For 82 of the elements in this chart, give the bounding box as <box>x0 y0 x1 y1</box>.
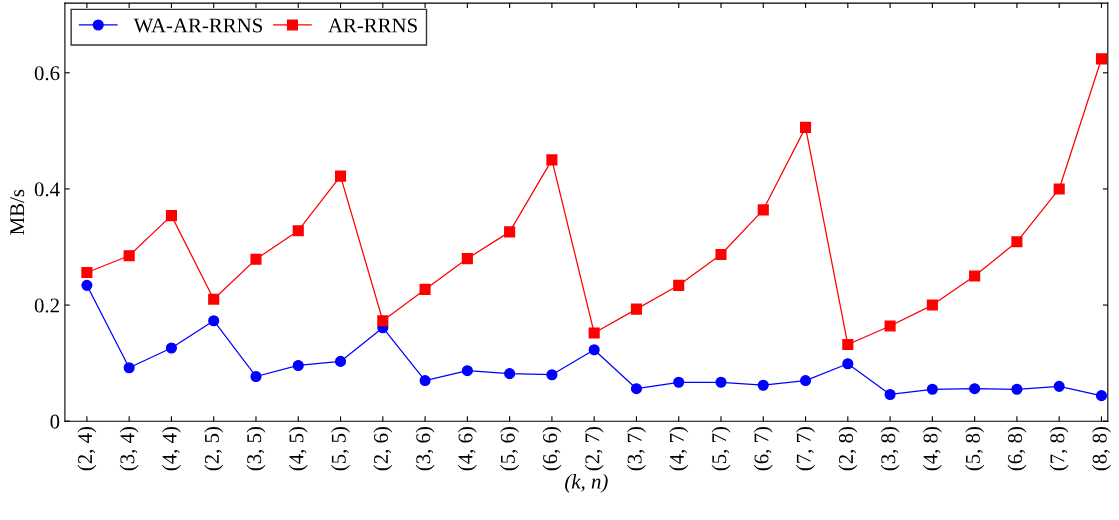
legend-label: WA-AR-RRNS <box>133 18 262 33</box>
point <box>81 266 93 279</box>
point <box>588 344 600 356</box>
point <box>757 204 769 216</box>
point <box>799 121 812 133</box>
point <box>630 383 643 395</box>
x-tick-label: (8, 8) <box>1092 426 1111 471</box>
y-tick-label: 0.2 <box>34 298 59 313</box>
point <box>334 355 347 367</box>
x-tick-label: (4, 6) <box>457 426 477 471</box>
point <box>165 210 177 222</box>
point <box>334 170 347 182</box>
point <box>250 253 262 265</box>
point <box>1011 236 1023 248</box>
x-tick-label: (7, 8) <box>1049 426 1069 471</box>
point <box>165 342 177 354</box>
point <box>504 368 516 380</box>
point <box>419 283 431 295</box>
x-tick-label: (3, 5) <box>246 426 266 471</box>
point <box>715 248 727 261</box>
point <box>926 383 938 395</box>
point <box>630 303 643 315</box>
x-tick-label: (2, 4) <box>77 426 97 471</box>
x-tick-label: (4, 8) <box>922 426 942 471</box>
point <box>1011 383 1023 395</box>
x-tick-label: (6, 8) <box>1007 426 1027 471</box>
legend-label: AR-RRNS <box>328 18 417 33</box>
point <box>461 365 473 377</box>
point <box>673 279 685 291</box>
x-tick-label: (3, 4) <box>119 426 139 471</box>
x-axis-title: (k, n) <box>565 473 608 493</box>
point <box>250 370 262 383</box>
point <box>546 369 558 381</box>
x-tick-label: (2, 7) <box>584 426 604 471</box>
x-tick-label: (6, 7) <box>753 426 773 471</box>
point <box>292 359 304 372</box>
point <box>969 270 981 282</box>
x-tick-label: (3, 7) <box>627 426 646 471</box>
x-tick-label: (5, 5) <box>331 426 350 471</box>
x-tick-label: (4, 5) <box>288 426 308 471</box>
point <box>715 376 727 388</box>
x-tick-label: (7, 7) <box>796 426 815 471</box>
point <box>969 383 981 395</box>
point <box>292 225 304 237</box>
point <box>123 362 135 374</box>
point <box>1053 183 1065 195</box>
x-tick-label: (4, 7) <box>669 426 689 471</box>
point <box>208 293 220 305</box>
x-tick-label: (2, 5) <box>204 426 224 471</box>
point <box>123 250 135 262</box>
point <box>377 315 389 327</box>
x-tick-label: (3, 6) <box>415 426 435 471</box>
point <box>461 253 473 265</box>
point <box>884 388 896 401</box>
point <box>884 320 896 332</box>
y-tick-label: 0.4 <box>34 182 60 197</box>
point <box>208 315 220 327</box>
point <box>419 374 431 387</box>
point <box>926 299 938 311</box>
y-tick-label: 0.6 <box>34 66 60 81</box>
x-tick-label: (2, 8) <box>838 426 858 471</box>
x-tick-label: (6, 6) <box>542 426 562 471</box>
x-tick-label: (4, 4) <box>161 426 181 471</box>
x-tick-label: (5, 7) <box>711 426 731 471</box>
point <box>1095 390 1108 402</box>
point <box>1053 380 1065 392</box>
y-axis-title: MB/s <box>10 189 25 235</box>
x-tick-label: (2, 6) <box>373 426 393 471</box>
point <box>588 327 600 339</box>
point <box>799 374 812 387</box>
point <box>842 358 854 370</box>
point <box>81 279 93 291</box>
point <box>504 226 516 238</box>
point <box>1095 53 1108 65</box>
x-tick-label: (5, 6) <box>500 426 520 471</box>
point <box>546 154 558 166</box>
y-tick-label: 0 <box>50 414 60 429</box>
point <box>842 338 854 351</box>
x-tick-label: (3, 8) <box>880 426 900 471</box>
point <box>757 379 769 391</box>
point <box>673 376 685 388</box>
x-tick-label: (5, 8) <box>965 426 985 471</box>
